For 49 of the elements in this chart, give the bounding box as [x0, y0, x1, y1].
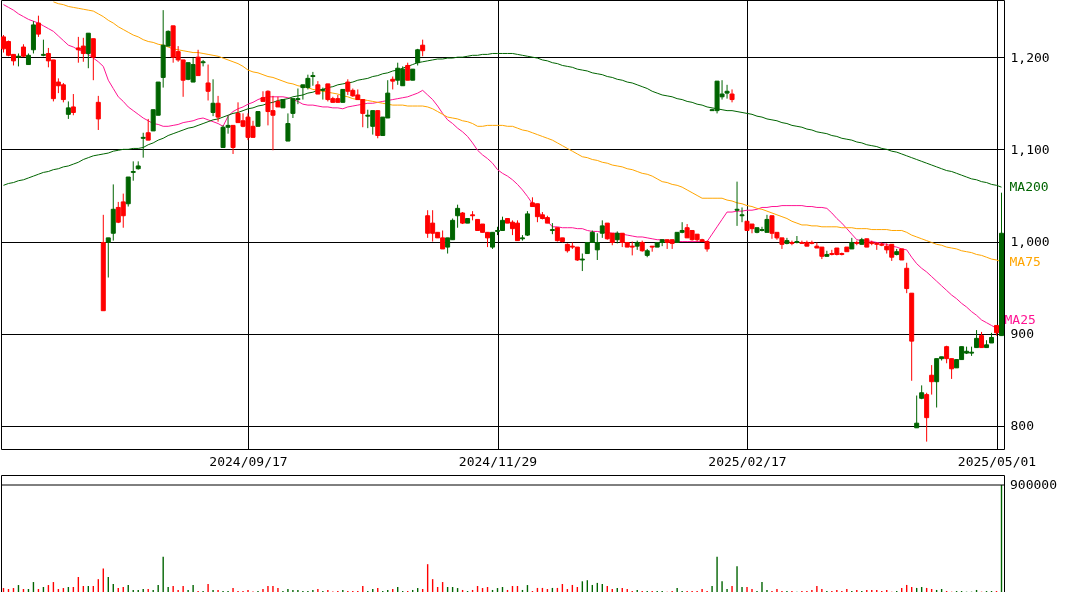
candlestick: [824, 250, 830, 257]
y-tick-label: 900: [1010, 326, 1034, 342]
candlestick: [145, 118, 151, 141]
candlestick: [130, 160, 136, 182]
candlestick: [210, 78, 216, 117]
x-tick-label: 2024/11/29: [458, 453, 538, 469]
candlestick: [904, 262, 910, 294]
candlestick: [929, 364, 935, 396]
x-tick-label: 2025/02/17: [708, 453, 787, 469]
candlestick: [924, 392, 930, 443]
candlestick: [90, 38, 96, 81]
series-label: MA25: [1004, 311, 1036, 327]
candlestick: [215, 95, 221, 123]
series-label: MA75: [1009, 253, 1041, 269]
candlestick: [914, 395, 920, 429]
y-tick-label: 800: [1010, 418, 1034, 434]
candlestick: [35, 15, 41, 38]
candlestick: [594, 232, 600, 261]
candlestick: [95, 95, 101, 131]
candlestick: [60, 82, 66, 103]
candlestick: [140, 132, 146, 159]
candlestick: [205, 64, 211, 101]
y-tick-label: 1,200: [1010, 49, 1050, 65]
series-label: MA200: [1009, 179, 1049, 195]
candlestick: [524, 210, 530, 237]
candlestick: [195, 49, 201, 77]
candlestick: [365, 109, 371, 129]
y-tick-label: 1,100: [1010, 141, 1050, 157]
candlestick: [794, 235, 800, 244]
candlestick: [934, 358, 940, 409]
candlestick: [105, 237, 111, 279]
candlestick: [395, 62, 401, 86]
x-tick-label: 2025/05/01: [957, 453, 1037, 469]
candlestick: [320, 87, 326, 101]
candlestick: [729, 88, 735, 103]
candlestick: [70, 93, 76, 116]
candlestick: [425, 209, 431, 239]
x-tick-label: 2024/09/17: [209, 453, 288, 469]
text: 900000: [1010, 477, 1057, 492]
y-tick-label: 1,000: [1010, 234, 1050, 250]
candlestick: [200, 59, 206, 67]
candlestick: [455, 204, 461, 229]
candlestick: [80, 37, 86, 63]
line-series: [3, 52, 1003, 188]
candlestick: [110, 183, 116, 242]
candlestick: [120, 193, 126, 229]
candlestick: [85, 32, 91, 69]
candlestick: [235, 101, 241, 124]
candlestick: [230, 124, 236, 155]
